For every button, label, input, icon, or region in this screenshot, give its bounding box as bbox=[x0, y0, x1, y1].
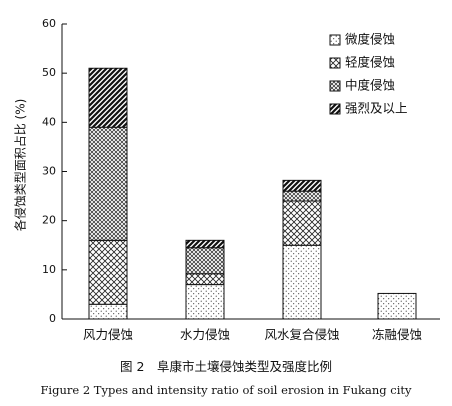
bar-segment bbox=[377, 292, 417, 320]
legend-label: 中度侵蚀 bbox=[345, 78, 395, 93]
bar-segment bbox=[185, 247, 225, 275]
x-tick-label: 风水复合侵蚀 bbox=[264, 327, 339, 342]
bar-segment bbox=[88, 239, 128, 305]
legend-label: 强烈及以上 bbox=[345, 101, 408, 116]
caption-en: Figure 2 Types and intensity ratio of so… bbox=[40, 383, 412, 397]
bar-segment bbox=[185, 284, 225, 320]
y-tick-label: 40 bbox=[42, 115, 56, 128]
y-tick-label: 50 bbox=[42, 66, 56, 79]
legend-swatch bbox=[329, 103, 341, 115]
legend-swatch bbox=[329, 80, 341, 92]
y-axis-label: 各侵蚀类型面积占比 (%) bbox=[13, 99, 28, 232]
bar-segment bbox=[282, 190, 322, 202]
x-tick-label: 冻融侵蚀 bbox=[372, 327, 422, 342]
bar-segment bbox=[282, 179, 322, 192]
bar-segment bbox=[185, 239, 225, 249]
bar-segment bbox=[88, 126, 128, 241]
bar-segment bbox=[88, 67, 128, 128]
legend-label: 微度侵蚀 bbox=[345, 32, 395, 47]
legend-label: 轻度侵蚀 bbox=[345, 55, 395, 70]
x-tick-label: 风力侵蚀 bbox=[83, 327, 133, 342]
bars bbox=[88, 67, 417, 320]
bar-segment bbox=[282, 244, 322, 320]
x-tick-label: 水力侵蚀 bbox=[180, 327, 230, 342]
category-labels: 风力侵蚀 水力侵蚀 风水复合侵蚀 冻融侵蚀 bbox=[83, 327, 422, 342]
bar-segment bbox=[185, 273, 225, 286]
caption-cn: 图 2 阜康市土壤侵蚀类型及强度比例 bbox=[120, 359, 332, 374]
y-tick-label: 20 bbox=[42, 214, 56, 227]
y-tick-label: 0 bbox=[49, 312, 56, 325]
y-tick-label: 60 bbox=[42, 17, 56, 30]
y-tick-label: 10 bbox=[42, 263, 56, 276]
legend-swatch bbox=[329, 57, 341, 69]
bar-segment bbox=[282, 200, 322, 246]
legend-swatch bbox=[329, 34, 341, 46]
bar-segment bbox=[88, 303, 128, 320]
y-tick-label: 30 bbox=[42, 165, 56, 178]
